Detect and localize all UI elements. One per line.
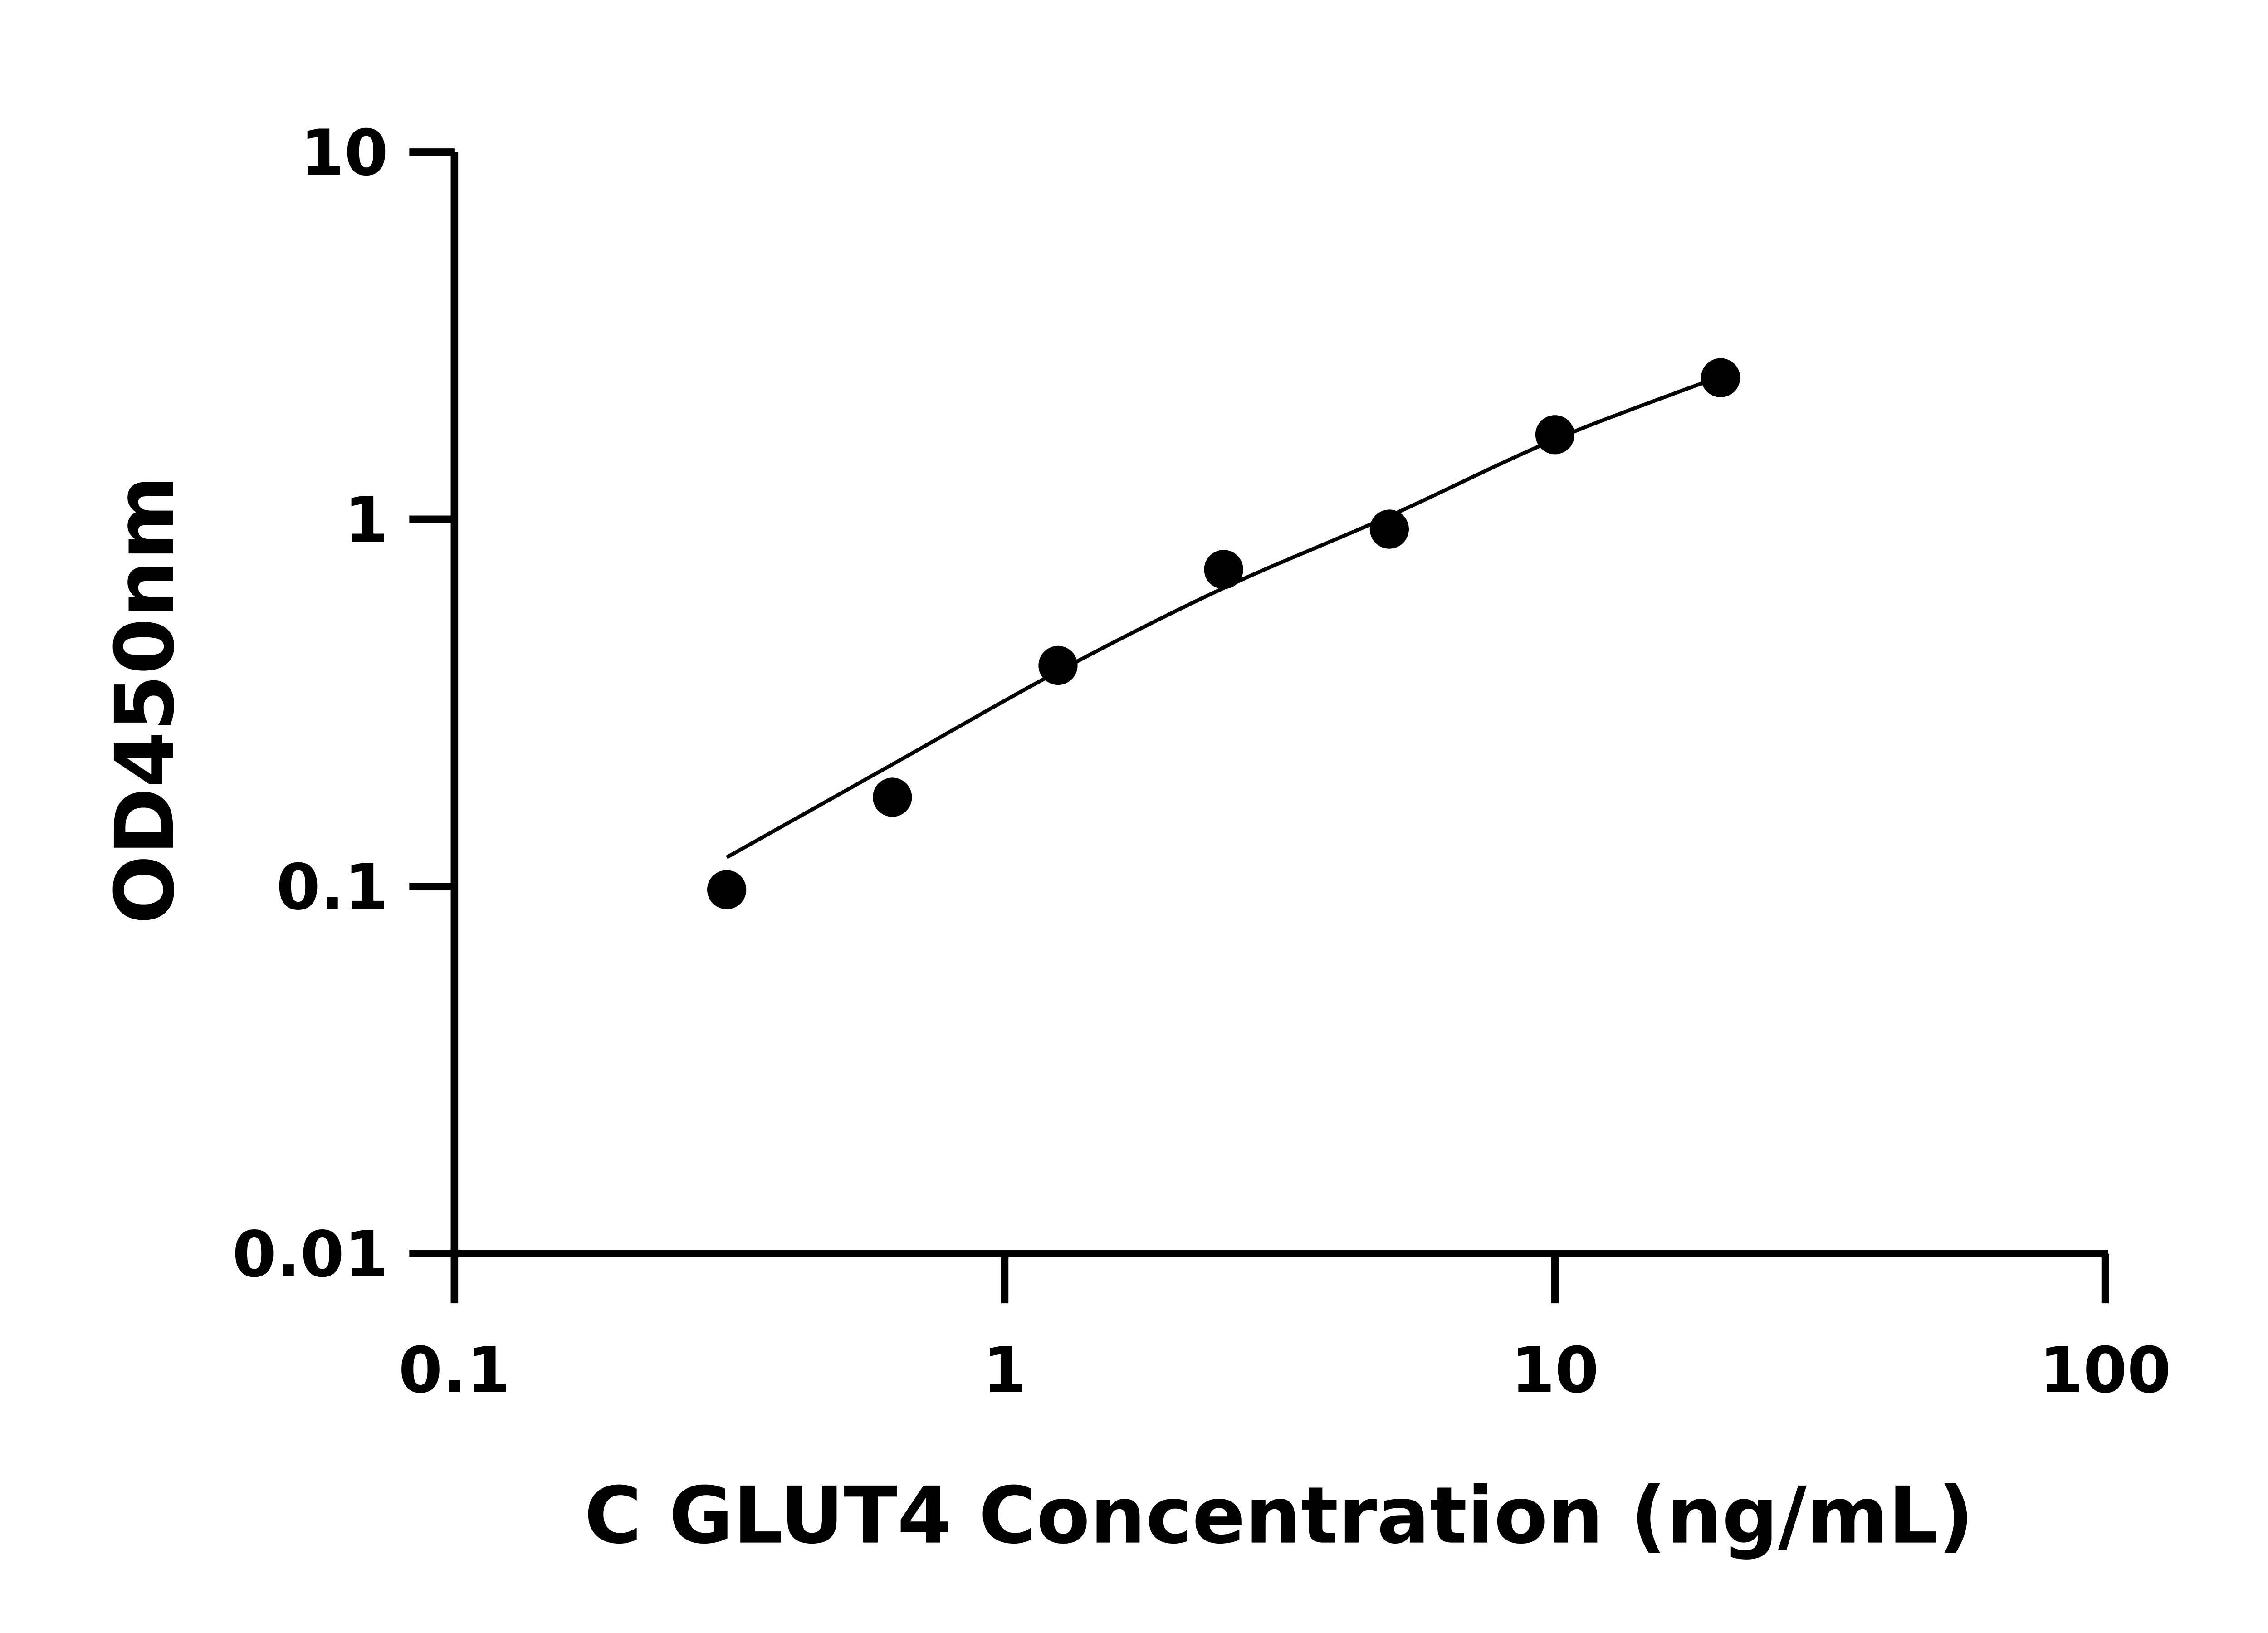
y-tick-label: 10 <box>300 116 388 190</box>
data-point <box>1535 415 1575 455</box>
fit-curve <box>726 374 1721 859</box>
x-tick-label: 1 <box>982 1334 1026 1407</box>
fit-curve-group <box>726 374 1721 859</box>
y-tick-label: 1 <box>344 484 388 557</box>
x-tick-label: 100 <box>2039 1334 2171 1407</box>
data-point <box>707 870 747 909</box>
data-point <box>1701 358 1740 397</box>
y-axis-label: OD450nm <box>98 475 193 924</box>
data-point <box>1038 645 1078 685</box>
data-point <box>1204 550 1243 589</box>
data-point <box>873 777 912 817</box>
x-tick-label: 0.1 <box>398 1334 510 1407</box>
y-tick-label: 0.01 <box>232 1217 388 1291</box>
x-axis-label: C GLUT4 Concentration (ng/mL) <box>584 1470 1974 1561</box>
data-point <box>1369 509 1409 549</box>
data-points <box>707 358 1740 909</box>
y-tick-label: 0.1 <box>276 851 388 924</box>
x-tick-label: 10 <box>1511 1334 1599 1407</box>
